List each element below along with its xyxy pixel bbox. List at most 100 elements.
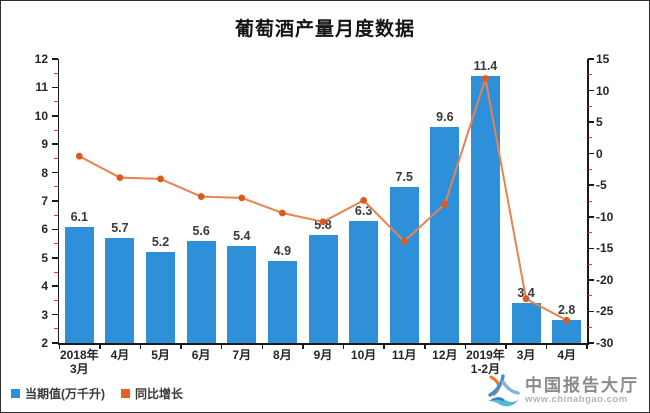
bar	[146, 252, 176, 343]
x-axis-boundary-tick	[424, 344, 426, 349]
y-axis-left-major-tick	[52, 200, 58, 202]
y-axis-left-major-tick	[52, 285, 58, 287]
line-point: 同比增长 -0.4	[75, 152, 83, 160]
branding-url: www.chinabgao.com	[525, 394, 628, 406]
branding-name: 中国报告大厅	[525, 375, 639, 395]
y-axis-left-tick-label: 5	[41, 250, 48, 265]
y-axis-left-major-tick	[52, 86, 58, 89]
y-axis-left-minor-tick	[54, 72, 58, 74]
y-axis-left-tick-label: 2	[41, 336, 48, 350]
bar-data-label: 2.8	[557, 303, 576, 318]
y-axis-left-major-tick	[52, 313, 58, 316]
x-axis-boundary-tick	[58, 344, 60, 349]
line-point: 同比增长 -8	[441, 200, 449, 208]
x-axis-boundary-tick	[505, 344, 507, 349]
bar	[470, 76, 500, 343]
bar-data-label: 11.4	[473, 59, 498, 74]
x-axis-boundary-tick	[261, 344, 264, 349]
legend-label-line: 同比增长	[135, 387, 184, 401]
bar-data-label: 9.6	[436, 110, 454, 125]
y-axis-left-minor-tick	[54, 129, 58, 131]
bar	[552, 320, 582, 343]
y-axis-left-line	[57, 59, 59, 343]
line-point: 同比增长 -26.4	[563, 316, 571, 324]
bar	[349, 220, 379, 343]
x-axis-boundary-tick	[383, 344, 385, 349]
bar-data-label: 6.1	[70, 209, 88, 224]
y-axis-left-minor-tick	[54, 243, 58, 245]
x-axis-tick-label: 4月	[557, 348, 577, 362]
y-axis-right-major-tick	[588, 121, 594, 123]
y-axis-right-tick-label: 15	[596, 52, 610, 66]
chart-title: 葡萄酒产量月度数据	[234, 19, 415, 40]
y-axis-right-minor-tick	[588, 137, 592, 139]
bar-data-label: 6.3	[354, 203, 373, 218]
bar	[186, 240, 216, 343]
y-axis-right-major-tick	[588, 152, 594, 155]
line-point: 同比增长 -23	[522, 295, 530, 303]
y-axis-right-tick-label: -25	[596, 304, 614, 319]
y-axis-left-major-tick	[52, 171, 58, 174]
x-axis-boundary-tick	[302, 344, 304, 349]
y-axis-left-tick-label: 11	[35, 80, 48, 95]
chinabgao-logo-icon	[488, 374, 520, 407]
x-axis-boundary-tick	[545, 344, 548, 349]
y-axis-right-major-tick	[588, 279, 594, 281]
x-axis-tick-label: 5月	[151, 348, 170, 362]
y-axis-right-major-tick	[588, 216, 594, 218]
x-axis-boundary-tick	[139, 344, 142, 349]
x-axis-tick-label: 7月	[232, 348, 252, 362]
line-path	[78, 77, 568, 322]
y-axis-right-major-tick	[588, 247, 594, 250]
x-axis-boundary-tick	[99, 344, 101, 349]
branding-text: 中国报告大厅 www.chinabgao.com	[525, 375, 639, 406]
legend-swatch-line	[121, 389, 130, 398]
y-axis-right-tick-label: 10	[596, 83, 610, 98]
line-point: 同比增长 -7.4	[360, 196, 368, 204]
y-axis-left-tick-label: 8	[41, 165, 48, 180]
x-axis-tick-label: 12月	[432, 348, 458, 362]
bar	[64, 226, 94, 343]
x-axis-tick-label: 4月	[110, 348, 130, 362]
y-axis-right-minor-tick	[588, 232, 592, 234]
y-axis-right-line	[587, 59, 589, 343]
y-axis-right-tick-label: -5	[596, 178, 607, 193]
line-point: 同比增长 -3.8	[116, 174, 124, 182]
x-axis-boundary-tick	[586, 344, 588, 349]
bar-data-label: 5.2	[151, 235, 170, 250]
y-axis-left-minor-tick	[54, 157, 58, 159]
bar	[308, 235, 338, 343]
y-axis-right-minor-tick	[588, 105, 592, 107]
y-axis-right-tick-label: -20	[596, 272, 614, 287]
line-point: 同比增长 -13.9	[400, 237, 408, 245]
x-axis-tick-label: 8月	[273, 348, 292, 362]
y-axis-right-tick-label: -10	[596, 209, 614, 224]
legend-label-bar: 当期值(万千升)	[25, 387, 105, 401]
y-axis-right-tick-label: 5	[596, 115, 603, 130]
bar-data-label: 5.4	[233, 229, 251, 244]
bar-data-label: 4.9	[273, 243, 292, 258]
legend-swatch-bar	[11, 389, 20, 398]
legend-item-bar-series: 当期值(万千升)	[11, 385, 105, 402]
bar	[267, 260, 297, 343]
x-axis-tick-label: 3月	[516, 348, 536, 362]
x-axis-boundary-tick	[220, 344, 223, 349]
bar-data-label: 7.5	[395, 169, 413, 184]
y-axis-left-major-tick	[52, 257, 58, 259]
x-axis-line	[57, 343, 589, 345]
line-point: 同比增长 -7	[238, 194, 246, 202]
y-axis-right-tick-label: 0	[596, 146, 603, 161]
line-point: 同比增长 -10.8	[319, 218, 327, 226]
chart-legend: 当期值(万千升) 同比增长	[11, 385, 183, 402]
y-axis-right-minor-tick	[588, 263, 592, 265]
y-axis-right-minor-tick	[588, 295, 592, 297]
line-point: 同比增长 11.9	[482, 75, 489, 82]
y-axis-left-tick-label: 10	[34, 108, 48, 123]
y-axis-left-tick-label: 3	[41, 307, 48, 322]
y-axis-left-tick-label: 7	[41, 194, 48, 208]
line-point: 同比增长 -6.8	[197, 193, 205, 200]
bar-data-label: 5.6	[192, 223, 210, 238]
y-axis-right-minor-tick	[588, 74, 592, 76]
bar	[511, 303, 541, 343]
y-axis-left-tick-label: 6	[41, 222, 48, 237]
